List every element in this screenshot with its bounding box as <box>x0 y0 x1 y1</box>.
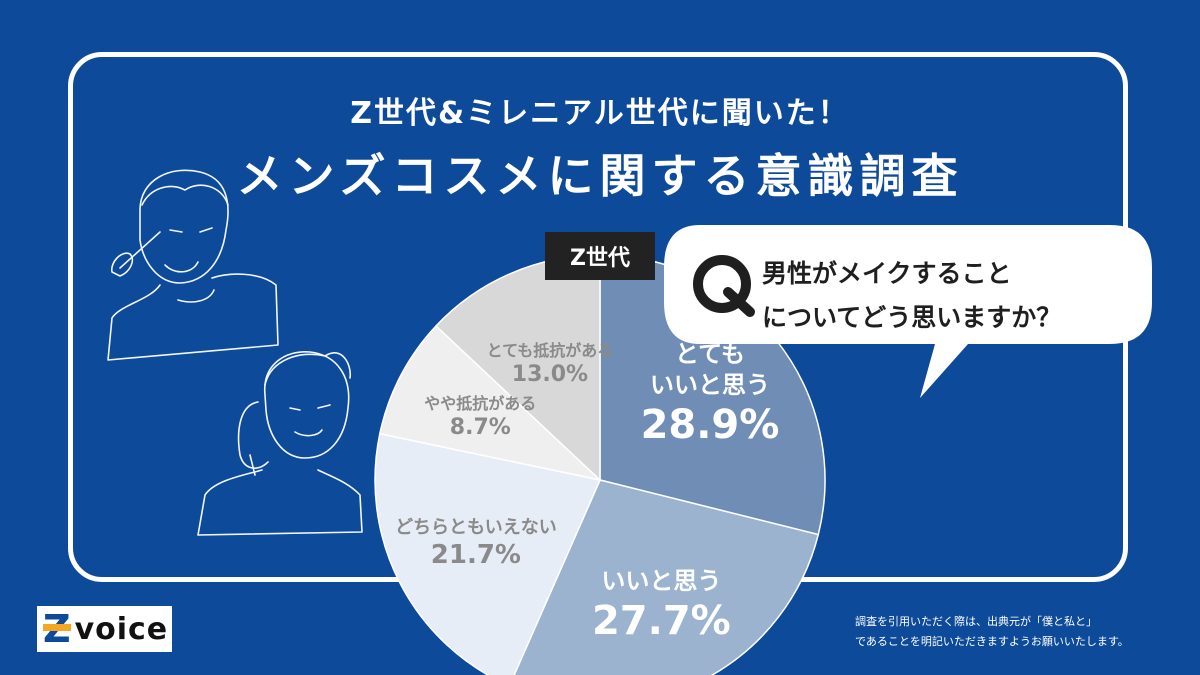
pie-slice-3 <box>374 432 602 675</box>
pie-slice-2 <box>513 479 820 675</box>
q-mark-icon <box>693 255 751 313</box>
page-title: メンズコスメに関する意識調査 <box>236 149 964 203</box>
pie-value-label: 28.9% <box>640 402 780 449</box>
question-line-2: についてどう思いますか？ <box>762 303 1062 332</box>
pie-label-4: やや抵抗がある 8.7% <box>360 394 600 441</box>
logo-word: voice <box>74 611 169 647</box>
pie-label-3: どちらともいえない 21.7% <box>356 516 596 571</box>
pie-value-label: 8.7% <box>449 414 511 440</box>
pie-category-label: やや抵抗がある <box>424 393 537 413</box>
pie-slice-4 <box>378 324 603 482</box>
pie-category-label: とても抵抗がある <box>486 340 614 360</box>
citation-note: 調査を引用いただく際は、出典元が「僕と私と」 であることを明記いただきますようお… <box>855 612 1185 652</box>
question-line-1: 男性がメイクすること <box>762 259 1012 288</box>
pie-label-1: とてもいいと思う 28.9% <box>590 339 830 449</box>
logo-z: Z <box>43 607 71 651</box>
page-subtitle: Z世代&ミレニアル世代に聞いた！ <box>350 96 850 131</box>
pie-category-label: とても <box>674 339 745 368</box>
pie-category-label: いいと思う <box>601 566 722 595</box>
pie-category-label: いいと思う <box>649 371 770 400</box>
pie-value-label: 13.0% <box>511 361 589 387</box>
zvoice-logo: Z voice <box>37 606 172 652</box>
pie-label-2: いいと思う 27.7% <box>541 566 781 645</box>
pie-category-label: どちらともいえない <box>395 517 557 539</box>
question-text: 男性がメイクすること についてどう思いますか？ <box>762 252 1122 340</box>
pie-label-5: とても抵抗がある 13.0% <box>430 341 670 388</box>
generation-tag: Z世代 <box>545 232 655 280</box>
pie-value-label: 27.7% <box>591 597 731 644</box>
citation-note-line-2: であることを明記いただきますようお願いいたします。 <box>855 635 1129 648</box>
pie-value-label: 21.7% <box>430 539 521 570</box>
citation-note-line-1: 調査を引用いただく際は、出典元が「僕と私と」 <box>855 615 1097 628</box>
